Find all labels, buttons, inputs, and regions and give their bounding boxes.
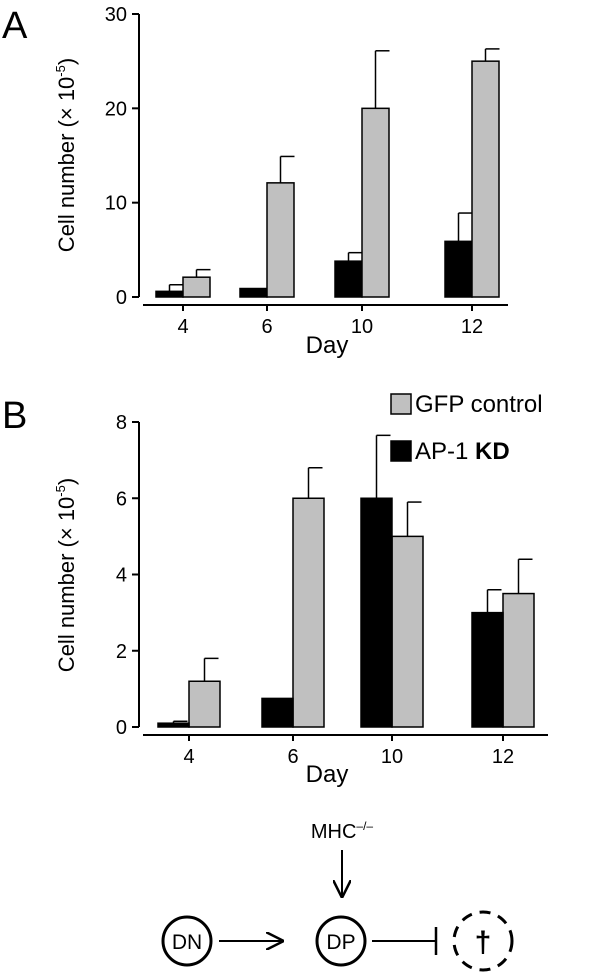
inhibition-arrow (372, 927, 438, 955)
bar (188, 680, 221, 728)
bar (261, 697, 294, 728)
legend-swatch-gfp (390, 393, 412, 415)
legend-swatch-ap1 (390, 440, 412, 462)
x-tick-label: 4 (177, 316, 188, 338)
bar (155, 290, 184, 298)
legend-label-gfp: GFP control (415, 391, 543, 418)
legend: GFP control AP-1 KD (390, 391, 543, 465)
x-tick-label: 10 (351, 316, 373, 338)
panel-b-label: B (2, 395, 27, 437)
y-tick-label: 20 (105, 98, 127, 120)
bar (502, 592, 535, 728)
node-dp: DP (315, 915, 367, 967)
pathway-diagram: MHC–/– DN DP † (161, 819, 514, 972)
x-tick-label: 6 (287, 746, 298, 768)
legend-label-ap1: AP-1 KD (415, 438, 510, 465)
panel-a-plot: 0 10 20 30 4 6 10 12 (105, 4, 508, 338)
y-tick-label: 6 (116, 488, 127, 510)
x-tick-label: 4 (183, 746, 194, 768)
panel-a-ylabel: Cell number (× 10-5) (53, 58, 79, 252)
panel-b-xlabel: Day (306, 761, 349, 788)
y-tick-label: 10 (105, 193, 127, 215)
bar (391, 535, 424, 728)
bar (157, 722, 190, 728)
dagger-icon: † (475, 926, 492, 959)
legend-item-gfp-control: GFP control (390, 391, 543, 418)
bar (182, 276, 211, 298)
bar (360, 497, 393, 728)
y-tick-label: 30 (105, 4, 127, 26)
mhc-label: MHC–/– (311, 819, 374, 843)
bar (266, 182, 295, 298)
panel-b-plot: 0 2 4 6 8 4 6 10 12 (116, 412, 548, 768)
x-tick-label: 12 (461, 316, 483, 338)
y-tick-label: 2 (116, 641, 127, 663)
legend-item-ap1-kd: AP-1 KD (390, 438, 510, 465)
y-tick-label: 0 (116, 717, 127, 739)
bar (239, 287, 268, 298)
y-tick-label: 8 (116, 412, 127, 434)
y-tick-label: 0 (116, 287, 127, 309)
cell-death-node: † (452, 910, 514, 972)
panel-a-label: A (2, 5, 28, 47)
x-tick-label: 12 (492, 746, 514, 768)
bar (292, 497, 325, 728)
x-tick-label: 6 (261, 316, 272, 338)
bar (361, 107, 390, 298)
x-tick-label: 10 (381, 746, 403, 768)
bar (471, 60, 500, 298)
node-dn: DN (161, 915, 213, 967)
node-dn-label: DN (172, 931, 202, 954)
panel-a-xlabel: Day (306, 332, 349, 359)
bar (444, 240, 473, 298)
bar (334, 260, 363, 298)
panel-b: B 0 2 4 6 8 4 6 10 12 Cell number (× 10-5) Day G… (2, 391, 548, 788)
panel-b-ylabel: Cell number (× 10-5) (53, 478, 79, 672)
node-dp-label: DP (326, 931, 355, 954)
panel-a: A 0 10 20 30 4 6 10 12 Cell number (× 10-5) Day (2, 4, 508, 359)
y-tick-label: 4 (116, 565, 127, 587)
bar (471, 611, 504, 728)
